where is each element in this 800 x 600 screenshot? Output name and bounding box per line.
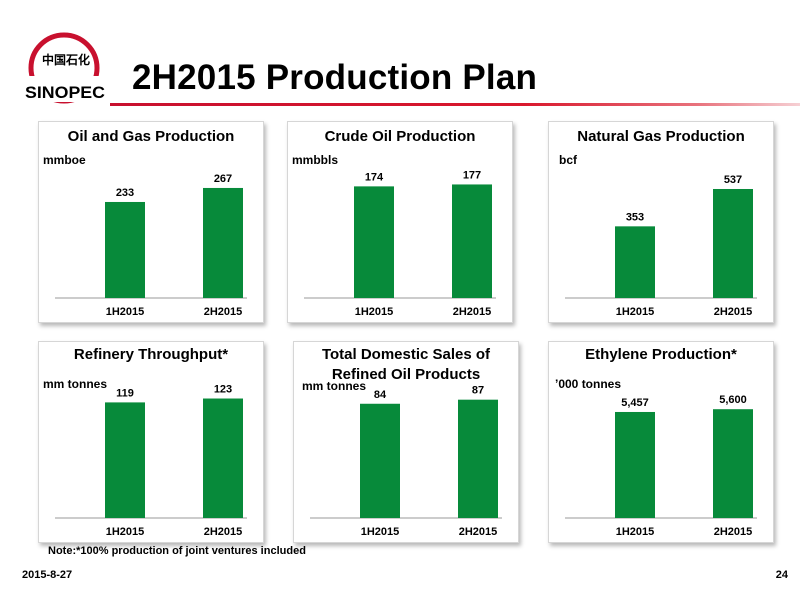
panel-refinery-throughput: Refinery Throughput* mm tonnes 119 1H2015… — [38, 341, 264, 543]
logo-chinese-text: 中国石化 — [42, 52, 90, 67]
data-label: 174 — [365, 171, 384, 183]
data-label: 119 — [116, 387, 134, 399]
panel-domestic-sales-refined-oil: Total Domestic Sales of Refined Oil Prod… — [293, 341, 519, 543]
x-tick-label: 1H2015 — [616, 306, 655, 318]
page-number: 24 — [775, 569, 788, 581]
panel-title-line: Refinery Throughput* — [73, 346, 229, 363]
footnote: Note:*100% production of joint ventures … — [48, 545, 306, 557]
x-tick-label: 2H2015 — [714, 306, 753, 318]
x-tick-label: 2H2015 — [204, 306, 243, 318]
panel-ethylene-production: Ethylene Production* ’000 tonnes 5,457 1H… — [548, 341, 774, 543]
data-label: 267 — [214, 173, 232, 185]
panel-title-line: Refined Oil Products — [331, 366, 481, 383]
footer-date: 2015-8-27 — [22, 569, 73, 581]
data-label: 84 — [374, 389, 387, 401]
x-tick-label: 2H2015 — [714, 526, 753, 538]
unit-label: mmboe — [43, 153, 86, 167]
page-title: 2H2015 Production Plan — [132, 58, 538, 97]
x-tick-label: 1H2015 — [106, 306, 145, 318]
panel-oil-gas-production: Oil and Gas Production mmboe 233 1H2015 26… — [38, 121, 264, 323]
panel-title: Total Domestic Sales of Refined Oil Prod… — [294, 345, 518, 385]
unit-label: mm tonnes — [43, 377, 108, 391]
bar-chart: 353 1H2015 537 2H2015 — [565, 174, 757, 318]
unit-label: mmbbls — [292, 153, 339, 167]
data-label: 5,600 — [719, 394, 747, 406]
panel-title: Refinery Throughput* — [39, 345, 263, 365]
x-tick-label: 2H2015 — [204, 526, 243, 538]
x-tick-label: 1H2015 — [355, 306, 394, 318]
panel-crude-oil-production: Crude Oil Production mmbbls 174 1H2015 177… — [287, 121, 513, 323]
unit-label: bcf — [559, 153, 577, 167]
data-label: 233 — [116, 187, 134, 199]
bar-chart: 174 1H2015 177 2H2015 — [304, 169, 496, 318]
bar-2H2015 — [452, 184, 492, 298]
bar-2H2015 — [203, 187, 243, 298]
panel-title-line: Total Domestic Sales of — [321, 346, 491, 363]
bar-2H2015 — [713, 188, 753, 298]
unit-label: ’000 tonnes — [555, 377, 622, 391]
data-label: 5,457 — [621, 397, 649, 409]
panel-title-line: Ethylene Production* — [585, 346, 737, 363]
bar-chart: 119 1H2015 123 2H2015 — [55, 384, 247, 538]
bar-1H2015 — [105, 201, 145, 298]
bar-2H2015 — [458, 399, 498, 518]
bar-1H2015 — [360, 403, 400, 518]
x-tick-label: 2H2015 — [453, 306, 492, 318]
x-tick-label: 1H2015 — [616, 526, 655, 538]
data-label: 177 — [463, 169, 481, 181]
bar-chart: 233 1H2015 267 2H2015 — [55, 173, 247, 318]
sinopec-logo: 中国石化 SINOPEC — [22, 32, 108, 104]
x-tick-label: 1H2015 — [361, 526, 400, 538]
panel-title-line: Oil and Gas Production — [67, 128, 235, 145]
unit-label: mm tonnes — [302, 379, 367, 393]
bar-2H2015 — [203, 398, 243, 518]
panel-title-line: Crude Oil Production — [324, 128, 476, 145]
bar-chart: 5,457 1H2015 5,600 2H2015 — [565, 394, 757, 538]
data-label: 123 — [214, 384, 232, 396]
panel-title: Oil and Gas Production — [39, 127, 263, 147]
panel-title: Natural Gas Production — [549, 127, 773, 147]
bar-1H2015 — [615, 226, 655, 298]
x-tick-label: 1H2015 — [106, 526, 145, 538]
title-underline — [110, 103, 800, 106]
logo-brand-text: SINOPEC — [25, 83, 105, 102]
bar-1H2015 — [354, 186, 394, 298]
panel-natural-gas-production: Natural Gas Production bcf 353 1H2015 537 2… — [548, 121, 774, 323]
panel-title-line: Natural Gas Production — [577, 128, 745, 145]
data-label: 537 — [724, 174, 742, 186]
bar-chart: 84 1H2015 87 2H2015 — [310, 385, 502, 538]
bar-1H2015 — [105, 402, 145, 518]
data-label: 87 — [472, 385, 484, 397]
panel-title: Ethylene Production* — [549, 345, 773, 365]
panel-title: Crude Oil Production — [288, 127, 512, 147]
bar-1H2015 — [615, 411, 655, 518]
data-label: 353 — [626, 211, 644, 223]
x-tick-label: 2H2015 — [459, 526, 498, 538]
bar-2H2015 — [713, 409, 753, 518]
